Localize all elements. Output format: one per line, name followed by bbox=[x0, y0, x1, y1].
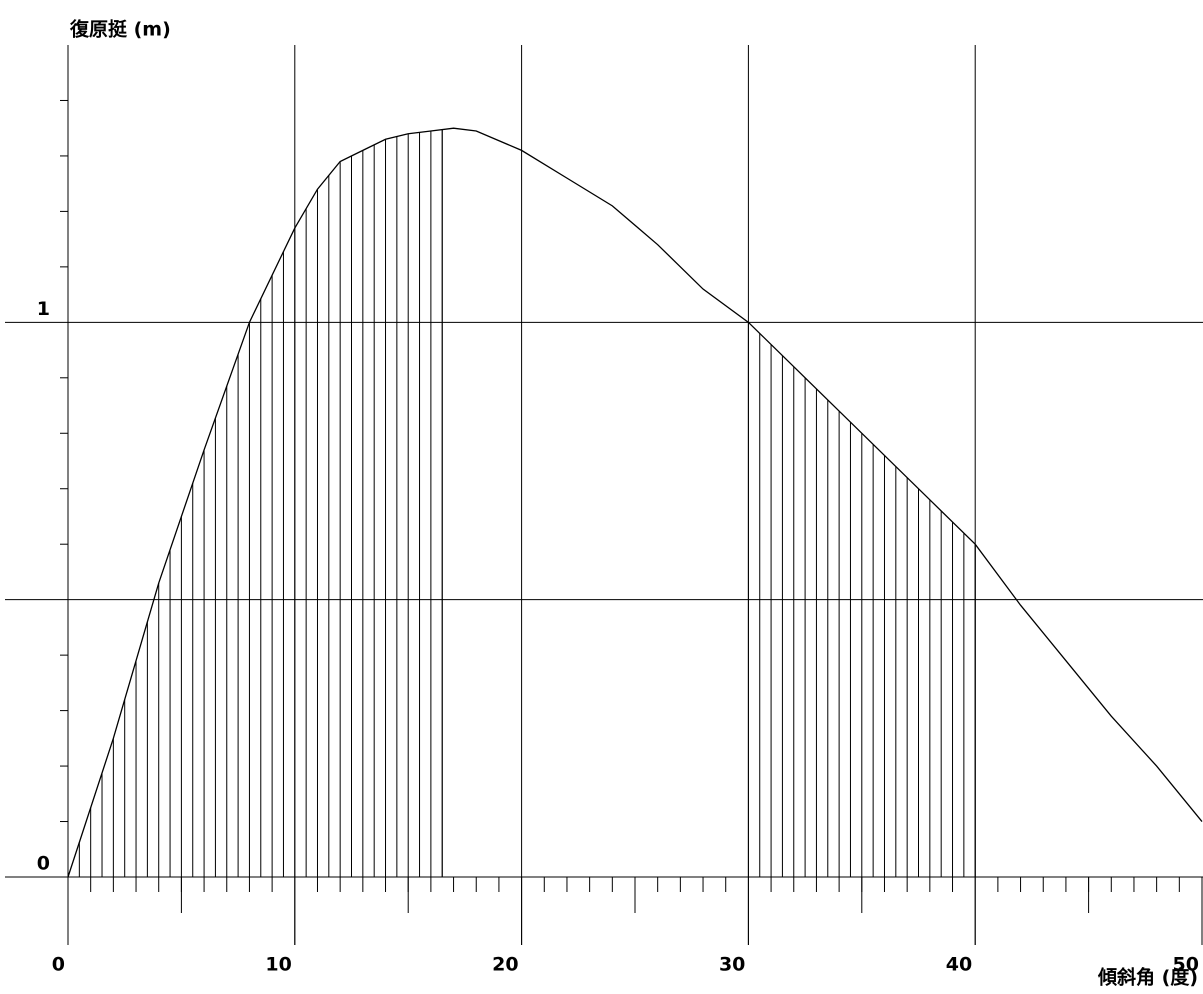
x-tick-label: 0 bbox=[52, 954, 65, 976]
y-tick-label: 1 bbox=[37, 298, 50, 320]
x-tick-label: 30 bbox=[719, 954, 745, 976]
x-tick-label: 40 bbox=[946, 954, 972, 976]
gz-curve bbox=[67, 127, 1203, 878]
y-tick-label: 0 bbox=[37, 853, 50, 875]
x-tick-label: 50 bbox=[1173, 954, 1199, 976]
x-axis-label: 傾斜角 (度) bbox=[1097, 966, 1198, 989]
x-tick-label: 10 bbox=[265, 954, 291, 976]
y-axis-label: 復原挺 (m) bbox=[69, 18, 171, 41]
x-tick-label: 20 bbox=[492, 954, 518, 976]
